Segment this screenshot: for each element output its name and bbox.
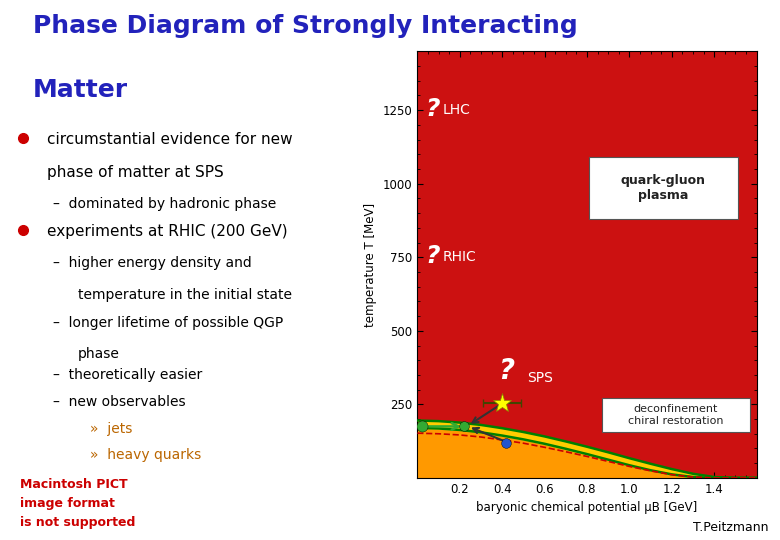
Text: –  higher energy density and: – higher energy density and — [53, 256, 252, 271]
Text: phase: phase — [78, 347, 119, 361]
Text: quark-gluon
plasma: quark-gluon plasma — [621, 174, 706, 202]
Text: RHIC: RHIC — [443, 250, 477, 264]
Text: »  heavy quarks: » heavy quarks — [90, 448, 201, 462]
Text: image format: image format — [20, 497, 115, 510]
Text: ?: ? — [426, 97, 440, 120]
Text: experiments at RHIC (200 GeV): experiments at RHIC (200 GeV) — [47, 224, 288, 239]
Text: ?: ? — [498, 356, 514, 384]
Text: –  theoretically easier: – theoretically easier — [53, 368, 203, 382]
Text: deconfinement
chiral restoration: deconfinement chiral restoration — [628, 404, 724, 426]
Text: ?: ? — [426, 244, 440, 268]
Text: –  new observables: – new observables — [53, 395, 186, 409]
Text: Phase Diagram of Strongly Interacting: Phase Diagram of Strongly Interacting — [33, 14, 577, 37]
FancyBboxPatch shape — [589, 157, 738, 219]
Text: Macintosh PICT: Macintosh PICT — [20, 478, 128, 491]
Text: phase of matter at SPS: phase of matter at SPS — [47, 165, 224, 180]
Text: circumstantial evidence for new: circumstantial evidence for new — [47, 132, 292, 147]
Text: –  dominated by hadronic phase: – dominated by hadronic phase — [53, 197, 276, 211]
Text: T.Peitzmann: T.Peitzmann — [693, 521, 768, 534]
X-axis label: baryonic chemical potential μB [GeV]: baryonic chemical potential μB [GeV] — [477, 501, 697, 514]
Text: LHC: LHC — [443, 103, 470, 117]
Text: is not supported: is not supported — [20, 516, 136, 529]
Text: SPS: SPS — [527, 371, 554, 385]
Text: –  longer lifetime of possible QGP: – longer lifetime of possible QGP — [53, 316, 283, 330]
Text: Matter: Matter — [33, 78, 128, 102]
Text: temperature in the initial state: temperature in the initial state — [78, 288, 292, 302]
Y-axis label: temperature T [MeV]: temperature T [MeV] — [364, 202, 378, 327]
FancyBboxPatch shape — [602, 399, 750, 433]
Text: »  jets: » jets — [90, 422, 133, 436]
